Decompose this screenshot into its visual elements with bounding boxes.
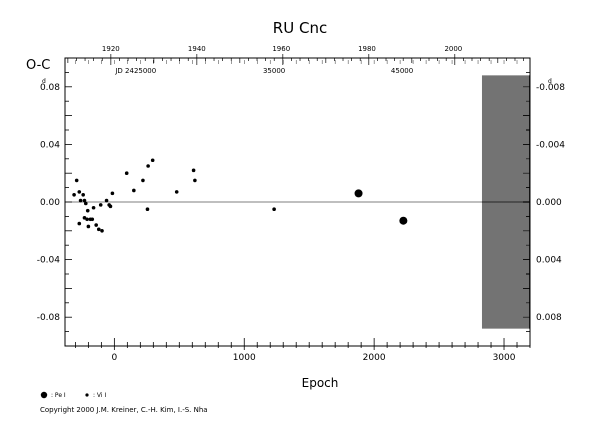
year-label: 1920 <box>102 45 120 53</box>
data-point-vi <box>74 178 79 183</box>
x-tick-label: 1000 <box>233 353 256 363</box>
data-point-vi <box>85 217 89 222</box>
data-point-vi <box>81 193 85 197</box>
jd-label: JD 2425000 <box>114 67 156 75</box>
data-point-vi <box>132 188 136 193</box>
data-point-vi <box>86 224 91 229</box>
y-tick-label-right: 0.000 <box>536 198 562 208</box>
data-point-vi <box>145 207 150 211</box>
data-point-vi <box>193 178 197 183</box>
data-point-vi <box>146 164 150 168</box>
x-axis-label: Epoch <box>302 376 339 390</box>
data-point-vi <box>91 205 96 210</box>
data-point-vi <box>82 198 87 203</box>
y-unit-superscript: d <box>42 78 46 85</box>
data-point-vi <box>77 190 82 194</box>
data-point-vi <box>141 178 145 183</box>
data-point-vi <box>191 168 196 173</box>
legend-marker-vi <box>85 393 89 397</box>
legend-marker-pe <box>40 391 48 399</box>
data-point-vi <box>83 201 88 206</box>
data-point-vi <box>104 198 109 203</box>
y-tick-label: 0.04 <box>40 140 60 150</box>
y-tick-label: 0.08 <box>40 83 60 93</box>
year-label: 1980 <box>358 45 376 53</box>
data-point-vi <box>78 198 83 203</box>
y-tick-label-right: 0.004 <box>536 256 562 266</box>
data-point-vi <box>272 207 276 211</box>
legend-label-pe: : Pe I <box>51 392 66 399</box>
data-point-vi <box>108 204 113 209</box>
x-tick-label: 3000 <box>493 353 516 363</box>
year-label: 1960 <box>272 45 290 53</box>
year-label: 1940 <box>188 45 206 53</box>
y-tick-label-right: -0.004 <box>536 140 565 150</box>
year-label: 2000 <box>444 45 462 53</box>
data-point-vi <box>94 223 98 227</box>
y-axis-label: O-C <box>26 58 50 73</box>
data-point-pe <box>354 189 363 198</box>
chart-title: RU Cnc <box>273 19 327 37</box>
y-unit-superscript-right: d <box>548 78 552 85</box>
data-point-vi <box>98 203 103 207</box>
data-point-vi <box>96 227 101 232</box>
jd-label: 35000 <box>263 67 285 75</box>
data-point-vi <box>100 229 104 233</box>
data-point-vi <box>90 217 95 222</box>
y-tick-label-right: 0.008 <box>536 313 562 323</box>
data-point-vi <box>77 221 82 226</box>
data-point-vi <box>124 171 129 175</box>
x-tick-label: 0 <box>111 353 117 363</box>
y-tick-label: 0.00 <box>40 198 60 208</box>
data-point-vi <box>85 208 90 213</box>
y-tick-label: -0.08 <box>37 313 61 323</box>
data-point-vi <box>72 193 76 197</box>
y-tick-label: -0.04 <box>37 256 61 266</box>
data-point-pe <box>399 216 408 225</box>
legend-label-vi: : Vi I <box>93 392 106 399</box>
data-point-vi <box>150 158 155 163</box>
jd-label: 45000 <box>391 67 413 75</box>
y-tick-label-right: -0.008 <box>536 83 565 93</box>
copyright-text: Copyright 2000 J.M. Kreiner, C.-H. Kim, … <box>40 406 208 414</box>
x-tick-label: 2000 <box>363 353 386 363</box>
data-point-vi <box>110 191 115 196</box>
data-point-vi <box>174 190 179 194</box>
